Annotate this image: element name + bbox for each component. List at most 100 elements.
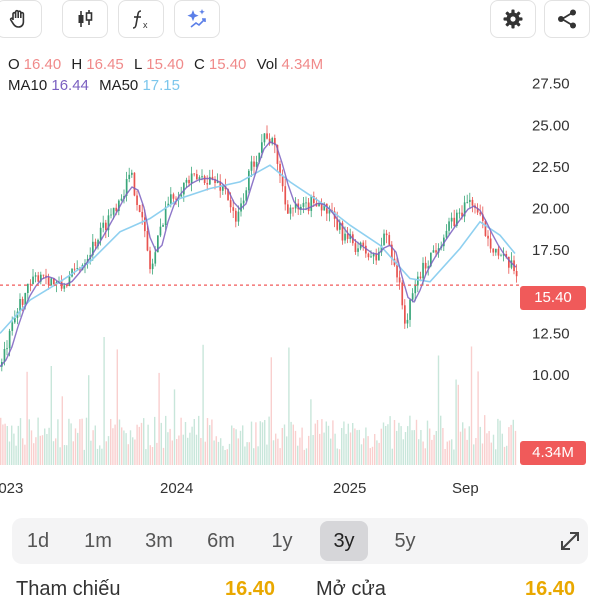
candle-body xyxy=(409,299,411,320)
volume-bar xyxy=(396,430,398,465)
candle-body xyxy=(471,199,474,206)
volume-bar xyxy=(35,437,37,465)
candle-body xyxy=(383,233,385,246)
candle-body xyxy=(336,218,339,230)
hand-icon[interactable] xyxy=(0,0,42,38)
open-value: 16.40 xyxy=(23,56,62,73)
ai-sparkle-icon[interactable] xyxy=(174,0,220,38)
range-1d[interactable]: 1d xyxy=(26,530,50,552)
share-icon[interactable] xyxy=(544,0,590,38)
candle-body xyxy=(214,179,216,183)
volume-bar xyxy=(52,441,55,465)
volume-bar xyxy=(457,384,459,465)
candle-body xyxy=(430,252,432,267)
candle-body xyxy=(362,242,365,246)
volume-bar xyxy=(323,432,325,465)
volume-bar xyxy=(514,430,517,465)
range-5y[interactable]: 5y xyxy=(394,530,416,552)
range-1y[interactable]: 1y xyxy=(271,530,293,552)
volume-bar xyxy=(301,427,303,465)
open-price-label: Mở cửa xyxy=(316,578,386,600)
volume-bar xyxy=(334,433,336,465)
candle-body xyxy=(354,243,357,252)
candle-body xyxy=(63,285,66,289)
range-3m[interactable]: 3m xyxy=(145,530,173,552)
reference-price-value: 16.40 xyxy=(225,578,276,600)
volume-bar xyxy=(433,434,435,465)
candle-body xyxy=(417,276,419,286)
candle-body xyxy=(320,203,323,211)
volume-bar xyxy=(0,417,2,465)
volume-bar xyxy=(435,431,437,465)
volume-bar xyxy=(453,449,455,465)
range-3y[interactable]: 3y xyxy=(320,521,368,561)
volume-bar xyxy=(398,422,400,465)
volume-bar xyxy=(242,425,244,465)
candle-body xyxy=(263,133,266,143)
candle-body xyxy=(37,275,40,282)
volume-bar xyxy=(294,430,297,465)
gear-icon[interactable] xyxy=(490,0,536,38)
volume-bar xyxy=(448,440,451,465)
volume-bar xyxy=(303,449,305,465)
volume-bar xyxy=(451,439,453,465)
low-value: 15.40 xyxy=(146,56,184,73)
range-1m[interactable]: 1m xyxy=(84,530,112,552)
candle-body xyxy=(274,138,276,145)
volume-bar xyxy=(165,415,167,465)
candle-body xyxy=(292,207,294,209)
candle-body xyxy=(406,319,409,324)
candle-body xyxy=(300,206,302,210)
candle-body xyxy=(479,212,482,215)
volume-bar xyxy=(13,433,15,465)
volume-bar xyxy=(228,443,231,465)
volume-bar xyxy=(358,429,360,465)
candle-body xyxy=(284,186,287,205)
candle-body xyxy=(318,203,320,207)
range-selector: 1d 1m 3m 6m 1y 3y 5y xyxy=(12,518,588,564)
candle-body xyxy=(76,268,79,269)
volume-bar xyxy=(431,439,433,465)
candle-body xyxy=(248,170,250,191)
candle-body xyxy=(206,183,209,185)
price-chart[interactable]: 27.50 25.00 22.50 20.00 17.50 12.50 10.00 2023 2… xyxy=(0,45,600,505)
volume-bar xyxy=(160,422,162,465)
volume-bar xyxy=(442,428,444,465)
candle-body xyxy=(53,278,55,284)
volume-bar xyxy=(2,424,4,465)
volume-bar xyxy=(70,423,72,465)
candlestick-icon[interactable] xyxy=(62,0,108,38)
y-tick-label: 27.50 xyxy=(532,76,570,93)
candle-body xyxy=(149,250,151,270)
candle-body xyxy=(45,275,47,278)
candle-body xyxy=(107,215,110,231)
current-volume-badge: 4.34M xyxy=(520,441,586,465)
candle-body xyxy=(136,195,138,205)
candle-body xyxy=(427,266,430,269)
volume-bar xyxy=(224,450,226,465)
candle-body xyxy=(375,253,378,261)
candle-body xyxy=(453,217,456,226)
volume-bar xyxy=(17,425,19,465)
low-label: L xyxy=(133,56,143,73)
volume-bar xyxy=(499,420,501,465)
volume-bar xyxy=(237,438,239,465)
y-tick-label: 10.00 xyxy=(532,367,570,384)
volume-bar xyxy=(193,419,195,465)
candle-body xyxy=(73,268,76,270)
function-icon[interactable]: x xyxy=(118,0,164,38)
volume-bar xyxy=(475,438,477,465)
volume-bar xyxy=(213,440,215,465)
candle-body xyxy=(281,175,284,187)
ma50-label: MA50 xyxy=(99,77,139,94)
volume-bar xyxy=(316,420,319,465)
candle-body xyxy=(14,317,16,323)
candle-body xyxy=(19,299,21,312)
volume-bar xyxy=(477,371,479,465)
volume-bar xyxy=(349,432,352,465)
range-6m[interactable]: 6m xyxy=(207,530,235,552)
volume-bar xyxy=(376,440,378,465)
volume-bar xyxy=(257,446,259,465)
expand-icon[interactable] xyxy=(556,527,584,555)
candle-body xyxy=(162,225,164,227)
